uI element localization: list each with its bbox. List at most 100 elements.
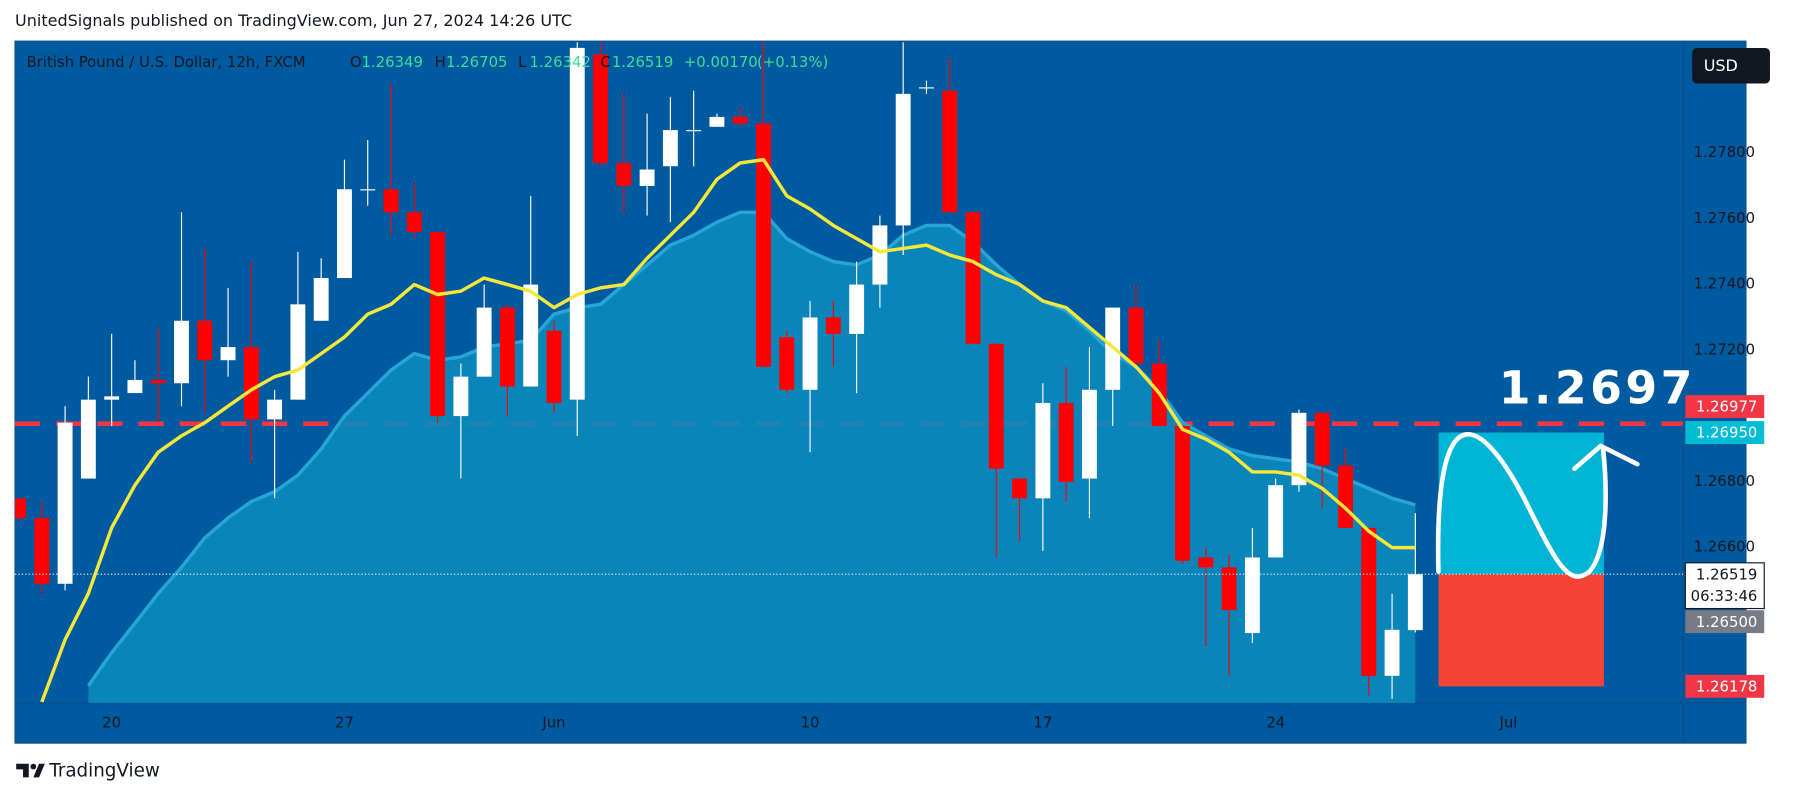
candle-body <box>360 189 376 191</box>
band-fill <box>88 212 1416 704</box>
candle-body <box>872 225 888 285</box>
ohlc-value: 1.26705 <box>446 53 507 71</box>
candle-body <box>756 123 771 367</box>
candle-body <box>430 231 446 417</box>
change-pct: (+0.13%) <box>757 53 828 71</box>
candle-body <box>849 284 865 334</box>
ohlc-value: 1.26349 <box>361 53 422 71</box>
candle-body <box>523 284 539 387</box>
candle-body <box>1081 389 1097 479</box>
candle-body <box>965 212 981 344</box>
candle-body <box>406 212 422 232</box>
ohlc-label: H <box>435 53 446 71</box>
arrow-head <box>1572 443 1640 472</box>
candle-body <box>569 47 585 400</box>
drawing <box>1435 432 1640 579</box>
candle-body <box>104 396 120 400</box>
symbol-title: British Pound / U.S. Dollar, 12h, FXCM <box>26 53 305 71</box>
x-tick-label: 17 <box>1033 714 1052 732</box>
candle-body <box>639 169 655 186</box>
price-tag: 1.26178 <box>1696 677 1757 695</box>
ohlc-value: 1.26519 <box>612 53 673 71</box>
candle-body <box>1012 478 1028 499</box>
currency-button[interactable] <box>1692 48 1770 84</box>
price-tag-bg <box>1685 421 1765 444</box>
change: +0.00170 <box>684 53 758 71</box>
candle-body <box>1035 402 1051 499</box>
position-box <box>1438 432 1604 575</box>
price-tag: 1.26977 <box>1696 398 1757 416</box>
ohlc-value: 1.26342 <box>530 53 591 71</box>
logo-dot <box>30 763 37 770</box>
x-tick-label: Jun <box>541 714 565 732</box>
countdown: 06:33:46 <box>1691 587 1758 605</box>
y-tick-label: 1.27600 <box>1694 209 1755 227</box>
currency-label[interactable]: USD <box>1704 56 1738 75</box>
candle-body <box>1291 412 1307 486</box>
y-tick-label: 1.27200 <box>1694 340 1755 358</box>
x-tick-label: 10 <box>801 714 820 732</box>
candle-body <box>57 422 73 584</box>
candle-body <box>499 307 515 387</box>
candle-body <box>1384 629 1400 676</box>
publish-header: UnitedSignals published on TradingView.c… <box>15 11 572 30</box>
footer-brand: TradingView <box>48 761 160 782</box>
candle-body <box>802 317 818 390</box>
x-tick-label: Jul <box>1498 714 1517 732</box>
band-edge <box>86 210 1416 687</box>
annotation: 1.2697 <box>1499 361 1696 414</box>
candle-body <box>383 189 399 213</box>
candle-body <box>80 399 96 479</box>
candle-body <box>453 376 469 417</box>
candle-body <box>127 379 143 394</box>
position-box <box>1438 574 1604 687</box>
candle-body <box>1244 557 1260 634</box>
candle-body <box>1058 402 1074 482</box>
candle-body <box>686 130 702 132</box>
x-tick-label: 27 <box>335 714 354 732</box>
candle-body <box>1175 425 1190 561</box>
plot-area <box>15 42 1684 704</box>
candle-body <box>197 320 213 361</box>
candle-body <box>337 189 352 279</box>
footer-logo <box>16 763 45 778</box>
y-tick-label: 1.27800 <box>1694 143 1755 161</box>
x-tick-label: 24 <box>1266 714 1285 732</box>
candle-body <box>1221 567 1237 611</box>
price-tag: 1.26500 <box>1696 613 1757 631</box>
ohlc-label: L <box>518 53 527 71</box>
candle-body <box>616 162 632 186</box>
last-price: 1.26519 <box>1696 565 1757 583</box>
candle-body <box>34 518 50 584</box>
y-tick-label: 1.26800 <box>1694 472 1755 490</box>
logo-mark <box>33 763 45 778</box>
last-price-bg <box>1684 562 1765 610</box>
x-tick-label: 20 <box>102 714 121 732</box>
price-tag-bg <box>1685 395 1765 418</box>
candle-body <box>732 116 748 124</box>
candle-body <box>476 307 492 377</box>
candle-body <box>174 320 189 384</box>
candle-body <box>593 54 608 163</box>
price-tag-bg <box>1685 674 1765 698</box>
axes: 1.26600 1.26800 1.27200 1.27400 1.27600 1.278… <box>102 143 1765 732</box>
price-tag: 1.26950 <box>1696 424 1757 442</box>
candle-body <box>1198 557 1214 568</box>
candle-body <box>825 317 841 334</box>
wave-path <box>1435 432 1608 579</box>
candle-body <box>662 130 678 167</box>
candle-body <box>895 93 911 226</box>
candle-body <box>779 337 795 390</box>
candle-body <box>150 379 166 384</box>
candle-body <box>290 304 306 400</box>
candle-body <box>546 330 562 403</box>
candle-body <box>15 498 26 519</box>
candle-body <box>220 347 236 361</box>
candle-body <box>942 90 958 213</box>
candle-body <box>709 116 725 127</box>
y-tick-label: 1.27400 <box>1694 275 1755 293</box>
moving-average <box>40 157 1416 703</box>
candle-body <box>1314 412 1330 466</box>
candle-body <box>919 87 934 89</box>
